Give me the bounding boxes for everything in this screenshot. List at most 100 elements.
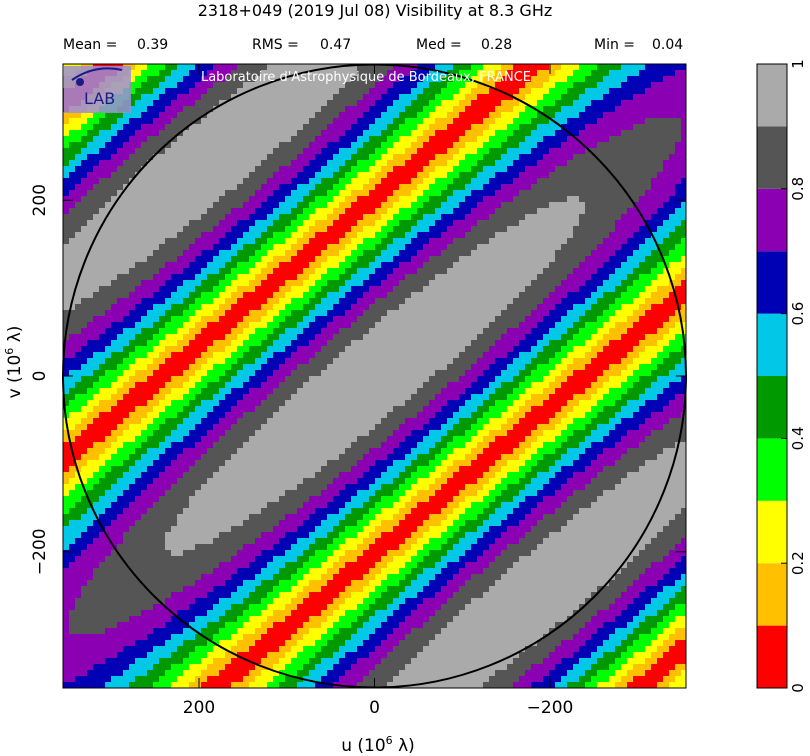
heatmap-cell	[669, 76, 676, 83]
heatmap-cell	[339, 238, 346, 245]
heatmap-cell	[105, 280, 112, 287]
heatmap-cell	[543, 202, 550, 209]
heatmap-cell	[513, 148, 520, 155]
heatmap-cell	[393, 136, 400, 143]
heatmap-cell	[321, 142, 328, 149]
heatmap-cell	[81, 310, 88, 317]
heatmap-cell	[363, 268, 370, 275]
heatmap-cell	[603, 70, 610, 77]
heatmap-cell	[477, 316, 484, 323]
heatmap-cell	[213, 244, 220, 251]
heatmap-cell	[345, 322, 352, 329]
heatmap-cell	[303, 136, 310, 143]
heatmap-cell	[237, 82, 244, 89]
heatmap-cell	[321, 340, 328, 347]
heatmap-cell	[651, 346, 658, 353]
heatmap-cell	[243, 250, 250, 257]
heatmap-cell	[465, 328, 472, 335]
heatmap-cell	[255, 280, 262, 287]
heatmap-cell	[489, 64, 496, 71]
heatmap-cell	[645, 250, 652, 257]
heatmap-cell	[291, 262, 298, 269]
heatmap-cell	[423, 64, 430, 71]
heatmap-cell	[207, 166, 214, 173]
heatmap-cell	[153, 154, 160, 161]
heatmap-cell	[651, 160, 658, 167]
heatmap-cell	[213, 262, 220, 269]
heatmap-cell	[453, 226, 460, 233]
heatmap-cell	[663, 166, 670, 173]
heatmap-cell	[165, 88, 172, 95]
heatmap-cell	[129, 328, 136, 335]
heatmap-cell	[573, 166, 580, 173]
heatmap-cell	[231, 262, 238, 269]
heatmap-cell	[477, 346, 484, 353]
heatmap-cell	[411, 112, 418, 119]
heatmap-cell	[279, 298, 286, 305]
heatmap-cell	[597, 346, 604, 353]
heatmap-cell	[537, 76, 544, 83]
heatmap-cell	[141, 256, 148, 263]
heatmap-cell	[435, 172, 442, 179]
heatmap-cell	[483, 340, 490, 347]
heatmap-cell	[549, 316, 556, 323]
heatmap-cell	[267, 82, 274, 89]
heatmap-cell	[471, 64, 478, 71]
heatmap-cell	[177, 196, 184, 203]
heatmap-cell	[399, 148, 406, 155]
heatmap-cell	[591, 310, 598, 317]
heatmap-cell	[327, 298, 334, 305]
heatmap-cell	[459, 340, 466, 347]
heatmap-cell	[207, 328, 214, 335]
heatmap-cell	[555, 250, 562, 257]
heatmap-cell	[609, 250, 616, 257]
heatmap-cell	[261, 136, 268, 143]
heatmap-cell	[195, 334, 202, 341]
heatmap-cell	[435, 346, 442, 353]
heatmap-cell	[471, 274, 478, 281]
heatmap-cell	[351, 322, 358, 329]
heatmap-cell	[555, 64, 562, 71]
heatmap-cell	[633, 328, 640, 335]
heatmap-cell	[615, 136, 622, 143]
heatmap-cell	[111, 316, 118, 323]
heatmap-cell	[363, 160, 370, 167]
heatmap-cell	[93, 154, 100, 161]
heatmap-cell	[255, 226, 262, 233]
heatmap-cell	[501, 274, 508, 281]
heatmap-cell	[573, 190, 580, 197]
heatmap-cell	[633, 172, 640, 179]
heatmap-cell	[81, 160, 88, 167]
heatmap-cell	[627, 268, 634, 275]
heatmap-cell	[477, 238, 484, 245]
heatmap-cell	[63, 208, 70, 215]
heatmap-cell	[645, 190, 652, 197]
heatmap-cell	[501, 70, 508, 77]
heatmap-cell	[315, 268, 322, 275]
heatmap-cell	[405, 262, 412, 269]
heatmap-cell	[459, 190, 466, 197]
heatmap-cell	[513, 286, 520, 293]
heatmap-cell	[261, 274, 268, 281]
heatmap-cell	[141, 136, 148, 143]
heatmap-cell	[495, 244, 502, 251]
heatmap-cell	[615, 298, 622, 305]
heatmap-cell	[231, 304, 238, 311]
heatmap-cell	[579, 166, 586, 173]
heatmap-cell	[315, 316, 322, 323]
heatmap-cell	[543, 214, 550, 221]
heatmap-cell	[153, 232, 160, 239]
heatmap-cell	[231, 154, 238, 161]
heatmap-cell	[225, 268, 232, 275]
heatmap-cell	[645, 124, 652, 131]
heatmap-cell	[315, 280, 322, 287]
heatmap-cell	[375, 184, 382, 191]
heatmap-cell	[585, 280, 592, 287]
heatmap-cell	[99, 298, 106, 305]
heatmap-cell	[579, 82, 586, 89]
heatmap-cell	[303, 100, 310, 107]
heatmap-cell	[105, 214, 112, 221]
heatmap-cell	[621, 292, 628, 299]
heatmap-cell	[405, 346, 412, 353]
heatmap-cell	[651, 82, 658, 89]
